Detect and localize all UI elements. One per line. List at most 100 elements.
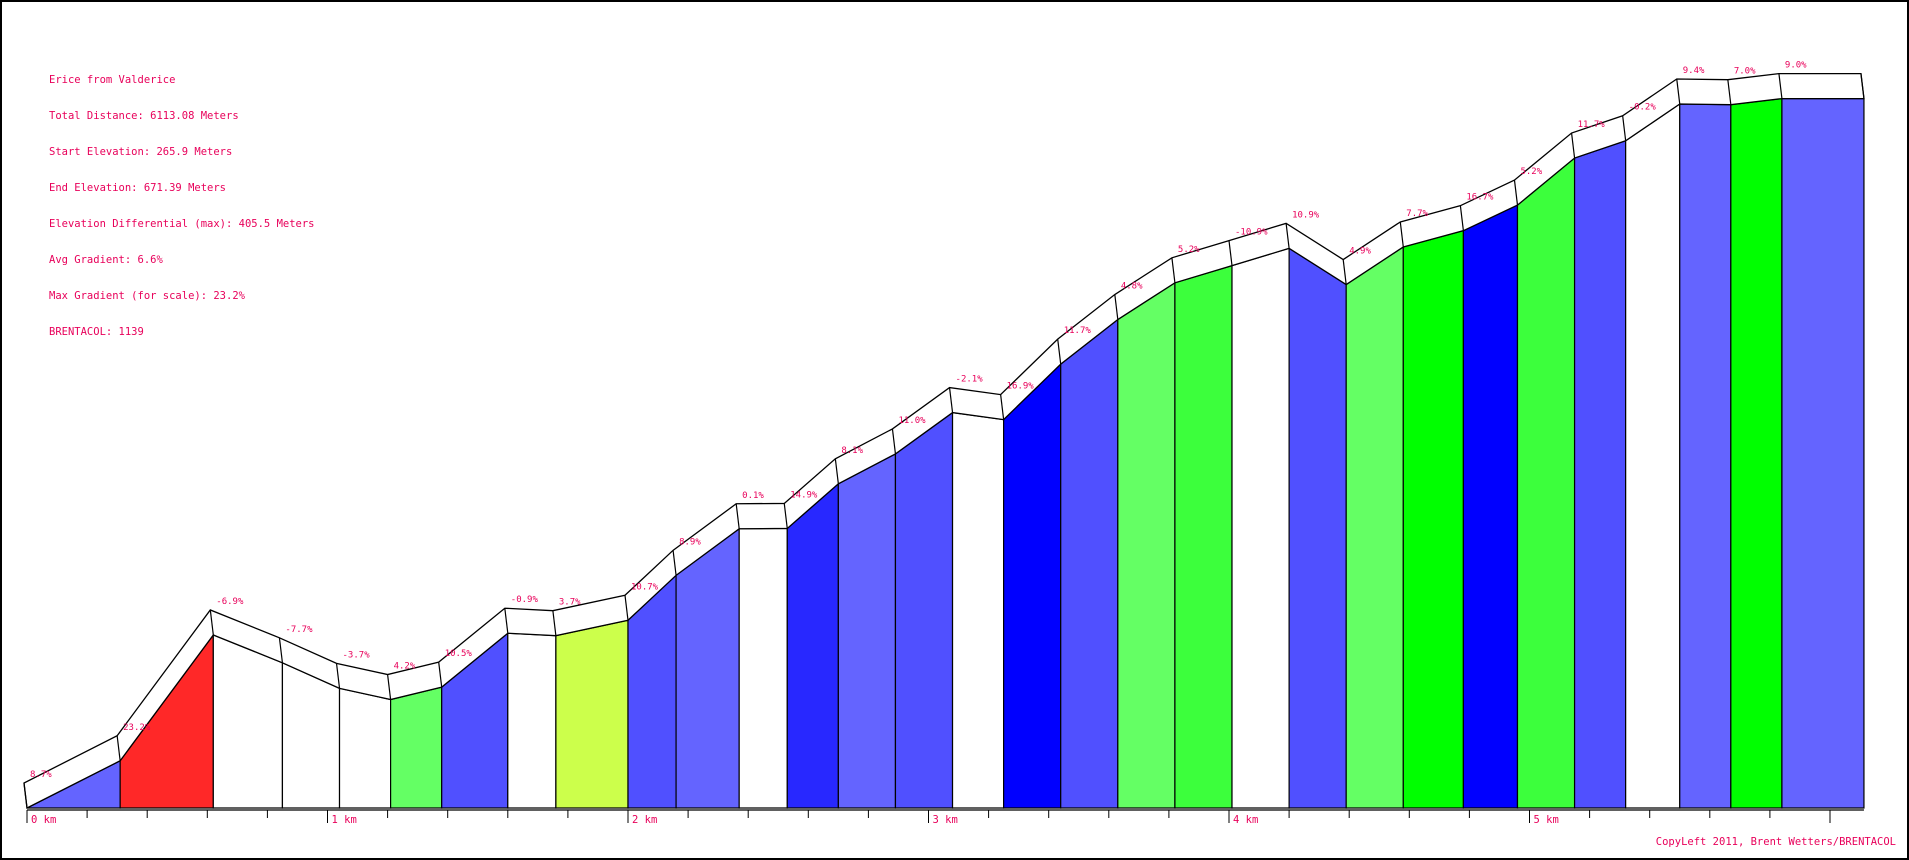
gradient-label: -3.7% <box>343 650 371 660</box>
band-divider <box>1342 259 1347 285</box>
gradient-segment <box>555 619 629 809</box>
band-divider <box>1727 79 1732 105</box>
gradient-label: 9.4% <box>1683 66 1705 76</box>
gradient-label: 9.0% <box>1785 61 1807 71</box>
gradient-segment <box>212 634 284 809</box>
gradient-label: 0.1% <box>742 491 764 501</box>
gradient-label: 3.7% <box>559 598 581 608</box>
band-divider <box>552 610 557 636</box>
gradient-label: -7.7% <box>285 625 313 635</box>
gradient-segment <box>1345 245 1404 809</box>
band-divider <box>1114 294 1119 320</box>
x-tick-label: 1 km <box>332 814 357 826</box>
gradient-label: -2.1% <box>956 375 984 385</box>
gradient-label: 10.5% <box>445 649 473 659</box>
band-divider <box>1570 132 1576 159</box>
gradient-segment <box>1781 97 1865 809</box>
band-divider <box>1513 180 1519 206</box>
gradient-segment <box>1679 103 1732 809</box>
gradient-segment <box>675 527 740 809</box>
gradient-label: 4.8% <box>1121 282 1143 292</box>
gradient-segment <box>1231 247 1290 809</box>
gradient-segment <box>338 687 392 809</box>
gradient-label: 11.7% <box>1578 120 1606 130</box>
band-divider <box>335 663 341 689</box>
gradient-label: 11.7% <box>1064 326 1092 336</box>
gradient-label: 10.7% <box>631 582 659 592</box>
gradient-segment <box>390 686 443 809</box>
gradient-segment <box>1730 97 1783 809</box>
band-divider <box>1000 394 1005 420</box>
band-divider <box>1676 78 1681 105</box>
gradient-label: 4.9% <box>1349 247 1371 257</box>
gradient-segment <box>1003 362 1062 809</box>
elevation-differential: Elevation Differential (max): 405.5 Mete… <box>49 218 315 230</box>
band-divider <box>783 503 788 529</box>
gradient-label: -0.9% <box>511 595 539 605</box>
gradient-segment <box>951 411 1005 809</box>
gradient-label: -10.9% <box>1235 228 1268 238</box>
gradient-label: 4.2% <box>394 662 416 672</box>
gradient-label: 7.0% <box>1734 67 1756 77</box>
band-divider <box>1285 223 1290 249</box>
total-distance: Total Distance: 6113.08 Meters <box>49 110 239 122</box>
band-divider <box>1399 221 1404 248</box>
gradient-label: 11.0% <box>898 416 926 426</box>
end-elevation: End Elevation: 671.39 Meters <box>49 182 227 194</box>
x-tick-label: 0 km <box>31 814 56 826</box>
gradient-label: -6.9% <box>216 597 244 607</box>
gradient-segment <box>837 452 897 809</box>
band-divider <box>891 428 897 454</box>
band-divider <box>735 503 740 529</box>
gradient-label: 16.7% <box>1466 193 1494 203</box>
gradient-segment <box>1117 281 1176 809</box>
gradient-label: 5.2% <box>1520 167 1542 177</box>
band-divider <box>1860 73 1865 99</box>
max-gradient: Max Gradient (for scale): 23.2% <box>49 290 245 302</box>
band-divider <box>116 735 121 761</box>
gradient-label: 23.2% <box>123 723 151 733</box>
gradient-band <box>23 72 1865 809</box>
gradient-segment <box>1573 139 1627 809</box>
gradient-label: 8.9% <box>679 537 701 547</box>
climb-title: Erice from Valderice <box>49 74 176 86</box>
distance-axis: 0 km 1 km 2 km 3 km 4 km 5 km <box>26 809 1864 826</box>
gradient-label: 10.9% <box>1292 210 1320 220</box>
band-divider <box>948 387 954 413</box>
gradient-segment <box>894 411 954 809</box>
band-divider <box>1228 240 1233 266</box>
band-divider <box>278 637 284 663</box>
gradient-segment <box>507 632 557 809</box>
gradient-segment <box>1462 204 1519 809</box>
gradient-segment <box>786 482 839 809</box>
gradient-segment <box>1174 264 1233 809</box>
climb-info-block: Erice from Valderice Total Distance: 611… <box>49 50 315 350</box>
start-elevation: Start Elevation: 265.9 Meters <box>49 146 233 158</box>
band-divider <box>209 609 214 636</box>
gradient-label: -0.2% <box>1629 103 1657 113</box>
x-tick-label: 3 km <box>933 814 958 826</box>
gradient-label: 14.9% <box>790 490 818 500</box>
gradient-segments <box>26 97 1865 809</box>
x-tick-label: 4 km <box>1233 814 1258 826</box>
avg-gradient: Avg Gradient: 6.6% <box>49 254 163 266</box>
x-tick-label: 2 km <box>632 814 657 826</box>
gradient-segment <box>1516 156 1576 809</box>
brentacol-score: BRENTACOL: 1139 <box>49 326 144 338</box>
gradient-label: 5.2% <box>1178 245 1200 255</box>
gradient-labels: 8.7% 23.2% -6.9% -7.7% -3.7% 4.2% 10.5% -0.9% 3.… <box>30 61 1807 780</box>
band-divider <box>23 782 28 809</box>
band-divider <box>504 608 509 634</box>
gradient-label: 16.9% <box>1007 382 1035 392</box>
band-divider <box>387 674 392 700</box>
band-divider <box>672 550 677 576</box>
band-divider <box>1622 115 1627 141</box>
band-divider <box>438 662 443 688</box>
gradient-segment <box>1060 318 1119 809</box>
gradient-segment <box>1288 247 1347 809</box>
band-divider <box>1778 73 1783 99</box>
band-divider <box>1057 339 1062 365</box>
band-divider <box>834 458 839 484</box>
gradient-segment <box>1402 229 1464 809</box>
